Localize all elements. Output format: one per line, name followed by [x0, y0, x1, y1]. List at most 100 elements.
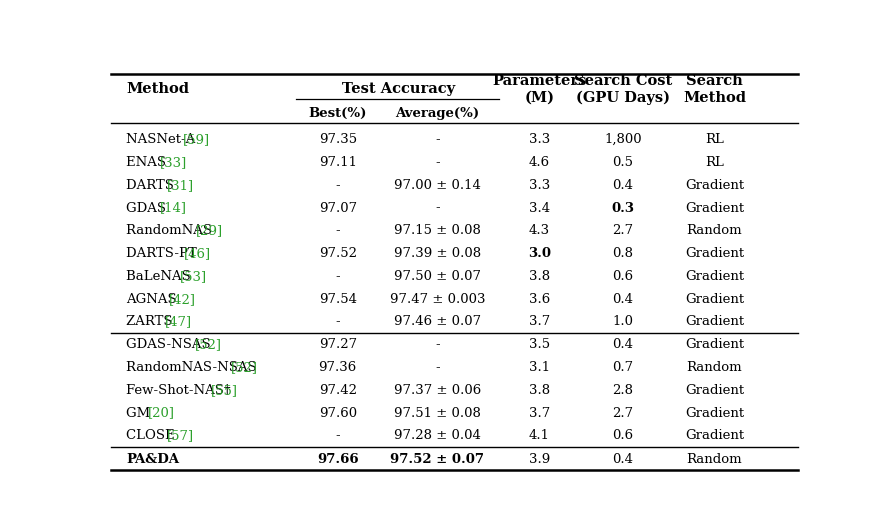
Text: 3.8: 3.8	[528, 269, 549, 282]
Text: Few-Shot-NAS†: Few-Shot-NAS†	[126, 383, 235, 396]
Text: 3.9: 3.9	[528, 452, 549, 465]
Text: [14]: [14]	[160, 201, 187, 214]
Text: 97.36: 97.36	[318, 360, 356, 373]
Text: 3.5: 3.5	[528, 337, 549, 351]
Text: Gradient: Gradient	[684, 406, 743, 419]
Text: 0.4: 0.4	[612, 179, 633, 191]
Text: 97.42: 97.42	[318, 383, 356, 396]
Text: -: -	[435, 156, 439, 168]
Text: [47]: [47]	[165, 315, 192, 328]
Text: 4.1: 4.1	[528, 429, 549, 441]
Text: AGNAS: AGNAS	[126, 292, 181, 305]
Text: 1,800: 1,800	[603, 133, 641, 146]
Text: [29]: [29]	[196, 224, 222, 237]
Text: Random: Random	[686, 452, 742, 465]
Text: 97.47 ± 0.003: 97.47 ± 0.003	[389, 292, 485, 305]
Text: Gradient: Gradient	[684, 429, 743, 441]
Text: [52]: [52]	[195, 337, 222, 351]
Text: -: -	[335, 179, 339, 191]
Text: 97.50 ± 0.07: 97.50 ± 0.07	[393, 269, 480, 282]
Text: [46]: [46]	[184, 247, 211, 260]
Text: 0.7: 0.7	[611, 360, 633, 373]
Text: [42]: [42]	[168, 292, 195, 305]
Text: [20]: [20]	[148, 406, 175, 419]
Text: 3.6: 3.6	[528, 292, 549, 305]
Text: -: -	[435, 337, 439, 351]
Text: -: -	[335, 269, 339, 282]
Text: 3.4: 3.4	[528, 201, 549, 214]
Text: NASNet-A: NASNet-A	[126, 133, 199, 146]
Text: 0.3: 0.3	[610, 201, 633, 214]
Text: 2.8: 2.8	[612, 383, 633, 396]
Text: 97.15 ± 0.08: 97.15 ± 0.08	[393, 224, 480, 237]
Text: 3.3: 3.3	[528, 179, 549, 191]
Text: RandomNAS-NSAS: RandomNAS-NSAS	[126, 360, 260, 373]
Text: [55]: [55]	[210, 383, 237, 396]
Text: Gradient: Gradient	[684, 315, 743, 328]
Text: Method: Method	[126, 82, 189, 96]
Text: -: -	[435, 201, 439, 214]
Text: Gradient: Gradient	[684, 179, 743, 191]
Text: Random: Random	[686, 224, 742, 237]
Text: 0.4: 0.4	[612, 452, 633, 465]
Text: [59]: [59]	[183, 133, 210, 146]
Text: Gradient: Gradient	[684, 269, 743, 282]
Text: DARTS-PT: DARTS-PT	[126, 247, 201, 260]
Text: 0.6: 0.6	[611, 429, 633, 441]
Text: [52]: [52]	[230, 360, 257, 373]
Text: -: -	[435, 360, 439, 373]
Text: 97.54: 97.54	[318, 292, 356, 305]
Text: 97.52: 97.52	[318, 247, 356, 260]
Text: 3.3: 3.3	[528, 133, 549, 146]
Text: 97.07: 97.07	[318, 201, 356, 214]
Text: RandomNAS: RandomNAS	[126, 224, 216, 237]
Text: GM: GM	[126, 406, 154, 419]
Text: BaLeNAS: BaLeNAS	[126, 269, 195, 282]
Text: 0.5: 0.5	[612, 156, 633, 168]
Text: Best(%): Best(%)	[308, 106, 367, 119]
Text: -: -	[435, 133, 439, 146]
Text: 97.46 ± 0.07: 97.46 ± 0.07	[393, 315, 480, 328]
Text: 97.35: 97.35	[318, 133, 356, 146]
Text: GDAS-NSAS: GDAS-NSAS	[126, 337, 214, 351]
Text: Random: Random	[686, 360, 742, 373]
Text: 97.28 ± 0.04: 97.28 ± 0.04	[393, 429, 480, 441]
Text: Gradient: Gradient	[684, 337, 743, 351]
Text: RL: RL	[704, 156, 723, 168]
Text: 97.00 ± 0.14: 97.00 ± 0.14	[393, 179, 480, 191]
Text: Gradient: Gradient	[684, 247, 743, 260]
Text: Test Accuracy: Test Accuracy	[341, 82, 455, 96]
Text: Gradient: Gradient	[684, 201, 743, 214]
Text: Search Cost
(GPU Days): Search Cost (GPU Days)	[573, 74, 672, 105]
Text: 2.7: 2.7	[611, 224, 633, 237]
Text: Search
Method: Search Method	[682, 74, 745, 105]
Text: 97.66: 97.66	[316, 452, 358, 465]
Text: 3.0: 3.0	[527, 247, 550, 260]
Text: 0.6: 0.6	[611, 269, 633, 282]
Text: 3.8: 3.8	[528, 383, 549, 396]
Text: CLOSE: CLOSE	[126, 429, 179, 441]
Text: 4.6: 4.6	[528, 156, 549, 168]
Text: 2.7: 2.7	[611, 406, 633, 419]
Text: 97.39 ± 0.08: 97.39 ± 0.08	[393, 247, 480, 260]
Text: 4.3: 4.3	[528, 224, 549, 237]
Text: [31]: [31]	[167, 179, 193, 191]
Text: 3.7: 3.7	[528, 315, 549, 328]
Text: Average(%): Average(%)	[395, 106, 479, 119]
Text: [33]: [33]	[160, 156, 187, 168]
Text: Gradient: Gradient	[684, 383, 743, 396]
Text: RL: RL	[704, 133, 723, 146]
Text: Gradient: Gradient	[684, 292, 743, 305]
Text: 97.37 ± 0.06: 97.37 ± 0.06	[393, 383, 480, 396]
Text: 97.52 ± 0.07: 97.52 ± 0.07	[390, 452, 484, 465]
Text: [57]: [57]	[167, 429, 194, 441]
Text: 0.4: 0.4	[612, 292, 633, 305]
Text: 0.8: 0.8	[612, 247, 633, 260]
Text: 97.11: 97.11	[318, 156, 356, 168]
Text: 0.4: 0.4	[612, 337, 633, 351]
Text: DARTS: DARTS	[126, 179, 178, 191]
Text: 3.7: 3.7	[528, 406, 549, 419]
Text: 97.60: 97.60	[318, 406, 356, 419]
Text: GDAS: GDAS	[126, 201, 170, 214]
Text: 97.51 ± 0.08: 97.51 ± 0.08	[393, 406, 480, 419]
